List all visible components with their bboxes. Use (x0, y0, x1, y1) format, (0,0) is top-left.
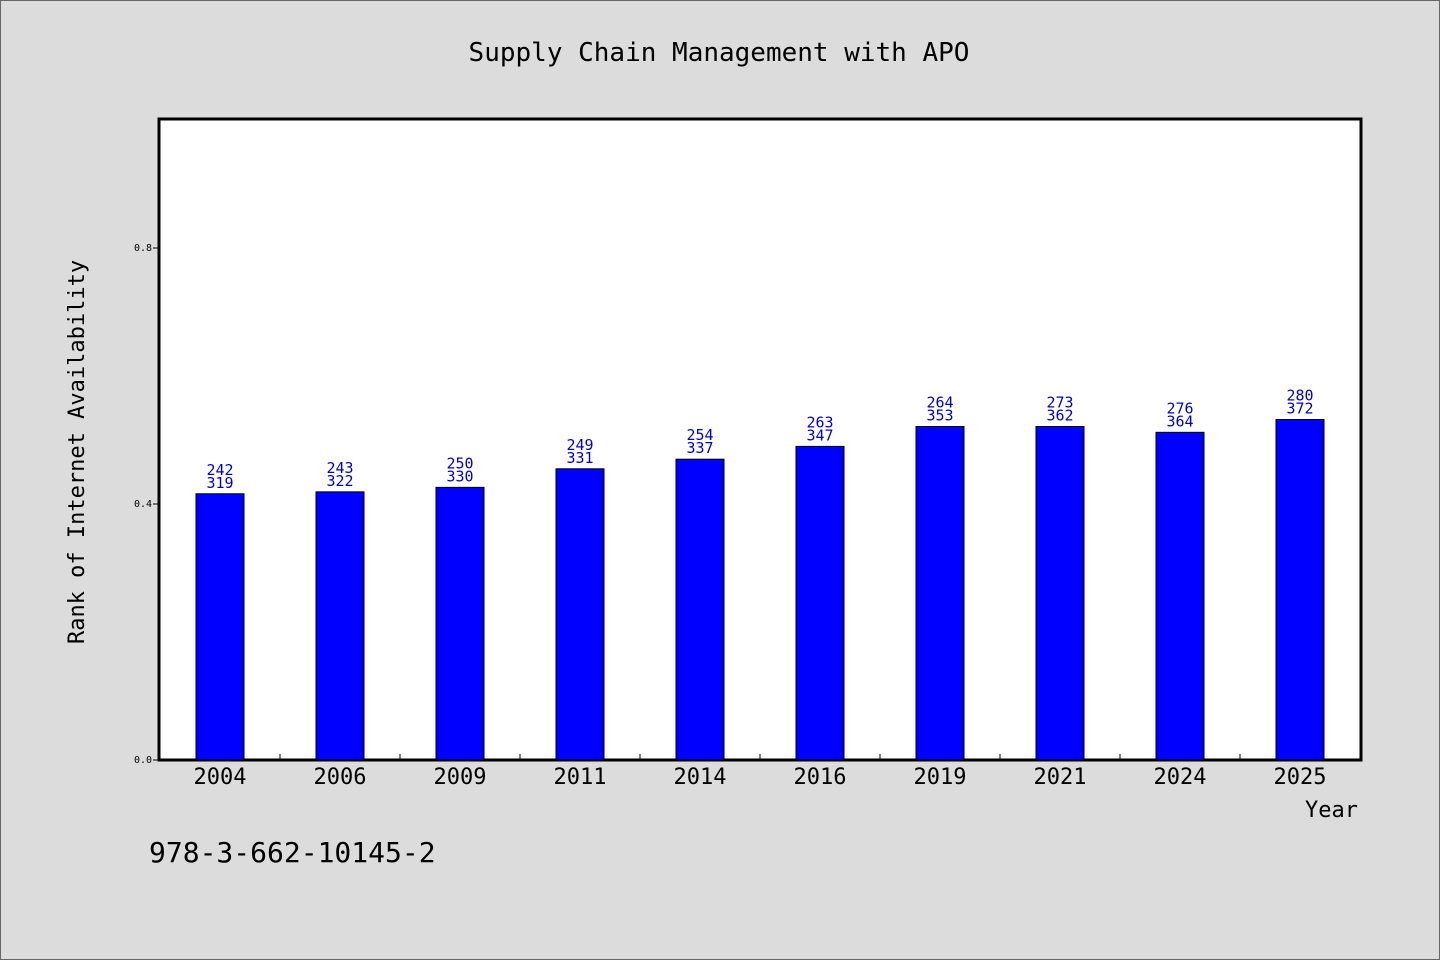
y-tick-label: 0.4 (134, 499, 152, 510)
x-axis: 2004 2006 2009 2011 2014 2016 2019 2021 2024 2025 (194, 754, 1327, 790)
y-axis-label: Rank of Internet Availability (65, 260, 90, 644)
data-label-top: 263 (806, 413, 833, 431)
bar (795, 445, 845, 761)
bar (555, 468, 605, 761)
bar (1275, 419, 1325, 761)
bar (1155, 431, 1205, 761)
data-label-bottom: 364 (1166, 412, 1193, 430)
y-axis: 0.0 0.4 0.8 (134, 243, 160, 766)
data-label-bottom: 362 (1046, 407, 1073, 425)
x-tick-label: 2021 (1034, 765, 1087, 790)
data-label-bottom: 372 (1286, 400, 1313, 418)
data-label-bottom: 319 (206, 474, 233, 492)
x-tick-label: 2025 (1274, 765, 1327, 790)
x-tick-label: 2011 (554, 765, 607, 790)
data-label-top: 249 (566, 436, 593, 454)
bar (195, 493, 245, 761)
chart-title: Supply Chain Management with APO (469, 38, 970, 68)
bar (1035, 426, 1085, 761)
bar (675, 458, 725, 761)
x-tick-label: 2016 (794, 765, 847, 790)
isbn-annotation: 978-3-662-10145-2 (149, 836, 436, 869)
data-label-bottom: 322 (326, 472, 353, 490)
x-tick-label: 2024 (1154, 765, 1207, 790)
y-tick-label: 0.8 (134, 243, 152, 254)
data-label-top: 264 (926, 394, 953, 412)
data-labels: 2423192433222503302493312543372633472643… (206, 387, 1313, 492)
x-axis-label: Year (1305, 798, 1358, 823)
data-label-bottom: 331 (566, 449, 593, 467)
bars (195, 419, 1325, 761)
data-label-top: 273 (1046, 394, 1073, 412)
data-label-top: 280 (1286, 387, 1313, 405)
bar (435, 486, 485, 761)
bar (315, 491, 365, 761)
data-label-top: 243 (326, 459, 353, 477)
x-tick-label: 2014 (674, 765, 727, 790)
x-tick-label: 2019 (914, 765, 967, 790)
data-label-bottom: 337 (686, 439, 713, 457)
y-tick-label: 0.0 (134, 755, 152, 766)
data-label-bottom: 347 (806, 426, 833, 444)
data-label-top: 250 (446, 454, 473, 472)
x-tick-label: 2009 (434, 765, 487, 790)
data-label-bottom: 353 (926, 407, 953, 425)
data-label-top: 254 (686, 426, 713, 444)
data-label-top: 276 (1166, 399, 1193, 417)
data-label-bottom: 330 (446, 467, 473, 485)
x-tick-label: 2004 (194, 765, 247, 790)
data-label-top: 242 (206, 461, 233, 479)
bar (915, 426, 965, 761)
x-tick-label: 2006 (314, 765, 367, 790)
